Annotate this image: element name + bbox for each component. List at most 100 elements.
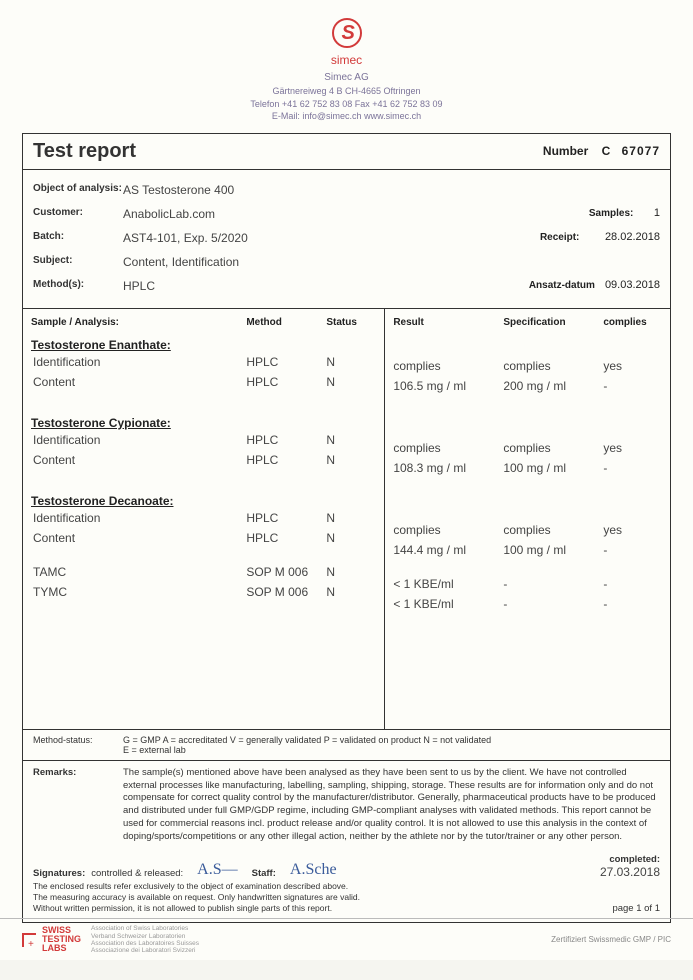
company-name: Simec AG: [22, 71, 671, 85]
group-title: Testosterone Enanthate:: [31, 338, 376, 352]
spec-value: 100 mg / ml: [503, 541, 603, 559]
analysis-row: ContentHPLCN: [31, 372, 376, 392]
complies-value: -: [603, 377, 658, 395]
receipt-value: 28.02.2018: [605, 231, 660, 243]
company-email-web: E-Mail: info@simec.ch www.simec.ch: [22, 110, 671, 123]
result-value: complies: [393, 439, 503, 457]
result-row: compliescompliesyes: [393, 438, 662, 458]
swiss-testing-labs-logo: SWISS TESTING LABS Association of Swiss …: [22, 925, 199, 954]
group-title: Testosterone Decanoate:: [31, 494, 376, 508]
analysis-name: TYMC: [31, 583, 246, 601]
group-title: Testosterone Cypionate:: [31, 416, 376, 430]
object-label: Object of analysis:: [33, 183, 123, 197]
method-status-line1: G = GMP A = accreditated V = generally v…: [123, 735, 491, 745]
certification-text: Zertifiziert Swissmedic GMP / PIC: [551, 935, 671, 944]
title-row: Test report Number C 67077: [23, 134, 670, 170]
result-row: 144.4 mg / ml100 mg / ml-: [393, 540, 662, 560]
result-row: < 1 KBE/ml--: [393, 574, 662, 594]
swiss-line3: LABS: [42, 944, 81, 953]
controlled-released-label: controlled & released:: [91, 868, 183, 879]
signature-scribble-1: A.S—: [197, 861, 237, 879]
page-indicator: page 1 of 1: [612, 903, 660, 914]
result-value: 106.5 mg / ml: [393, 377, 503, 395]
batch-value: AST4-101, Exp. 5/2020: [123, 231, 540, 245]
hdr-sample-analysis: Sample / Analysis:: [31, 317, 246, 328]
result-value: 108.3 mg / ml: [393, 459, 503, 477]
report-number: Number C 67077: [543, 144, 660, 158]
meta-block: Object of analysis: AS Testosterone 400 …: [23, 170, 670, 309]
analysis-status: N: [326, 431, 376, 449]
complies-value: -: [603, 459, 658, 477]
analysis-status: N: [326, 529, 376, 547]
swiss-mark-icon: [22, 933, 36, 947]
ansatz-value: 09.03.2018: [605, 279, 660, 291]
analysis-method: HPLC: [246, 529, 326, 547]
complies-value: -: [603, 595, 658, 613]
hdr-method: Method: [246, 317, 326, 328]
analysis-method: HPLC: [246, 451, 326, 469]
analysis-row: TAMCSOP M 006N: [31, 562, 376, 582]
analysis-name: Identification: [31, 431, 246, 449]
analysis-name: Identification: [31, 509, 246, 527]
result-row: 106.5 mg / ml200 mg / ml-: [393, 376, 662, 396]
result-value: < 1 KBE/ml: [393, 575, 503, 593]
hdr-result: Result: [393, 317, 503, 328]
logo-block: simec: [22, 18, 671, 67]
analysis-row: IdentificationHPLCN: [31, 508, 376, 528]
object-value: AS Testosterone 400: [123, 183, 660, 197]
methods-value: HPLC: [123, 279, 529, 293]
assoc-1: Association of Swiss Laboratories: [91, 925, 199, 932]
fineprint-1: The enclosed results refer exclusively t…: [33, 881, 360, 892]
complies-value: yes: [603, 357, 658, 375]
spec-value: -: [503, 595, 603, 613]
spec-value: -: [503, 575, 603, 593]
complies-value: yes: [603, 521, 658, 539]
spec-value: complies: [503, 521, 603, 539]
analysis-row: ContentHPLCN: [31, 528, 376, 548]
analysis-method: HPLC: [246, 431, 326, 449]
spec-value: 200 mg / ml: [503, 377, 603, 395]
result-row: compliescompliesyes: [393, 520, 662, 540]
result-value: complies: [393, 521, 503, 539]
analysis-row: IdentificationHPLCN: [31, 430, 376, 450]
analysis-name: Content: [31, 451, 246, 469]
analysis-row: ContentHPLCN: [31, 450, 376, 470]
page-footer: SWISS TESTING LABS Association of Swiss …: [0, 918, 693, 954]
simec-logo-icon: [332, 18, 362, 48]
analysis-status: N: [326, 583, 376, 601]
analysis-block: Sample / Analysis: Method Status Testost…: [23, 309, 670, 729]
company-phones: Telefon +41 62 752 83 08 Fax +41 62 752 …: [22, 98, 671, 111]
analysis-status: N: [326, 563, 376, 581]
remarks-row: Remarks: The sample(s) mentioned above h…: [23, 760, 670, 850]
spec-value: complies: [503, 439, 603, 457]
result-row: 108.3 mg / ml100 mg / ml-: [393, 458, 662, 478]
customer-label: Customer:: [33, 207, 123, 221]
analysis-name: Content: [31, 373, 246, 391]
hdr-status: Status: [326, 317, 376, 328]
company-header: Simec AG Gärtnereiweg 4 B CH-4665 Oftrin…: [22, 71, 671, 123]
analysis-row: TYMCSOP M 006N: [31, 582, 376, 602]
signature-scribble-2: A.Sche: [290, 861, 337, 879]
analysis-row: IdentificationHPLCN: [31, 352, 376, 372]
number-label: Number: [543, 144, 588, 158]
customer-value: AnabolicLab.com: [123, 207, 589, 221]
methods-label: Method(s):: [33, 279, 123, 293]
assoc-2: Verband Schweizer Laboratorien: [91, 933, 199, 940]
staff-label: Staff:: [252, 868, 276, 879]
company-address: Gärtnereiweg 4 B CH-4665 Oftringen: [22, 85, 671, 98]
fineprint-2: The measuring accuracy is available on r…: [33, 892, 360, 903]
method-status-label: Method-status:: [33, 735, 123, 755]
completed-date: 27.03.2018: [600, 865, 660, 879]
remarks-label: Remarks:: [33, 767, 123, 844]
number-prefix: C: [602, 144, 611, 158]
fineprint-3: Without written permission, it is not al…: [33, 903, 360, 914]
complies-value: -: [603, 575, 658, 593]
analysis-status: N: [326, 373, 376, 391]
analysis-name: Content: [31, 529, 246, 547]
receipt-label: Receipt:: [540, 232, 595, 243]
hdr-complies: complies: [603, 317, 658, 328]
analysis-left-col: Sample / Analysis: Method Status Testost…: [23, 309, 385, 729]
batch-label: Batch:: [33, 231, 123, 245]
analysis-status: N: [326, 509, 376, 527]
signatures-label: Signatures:: [33, 868, 85, 879]
